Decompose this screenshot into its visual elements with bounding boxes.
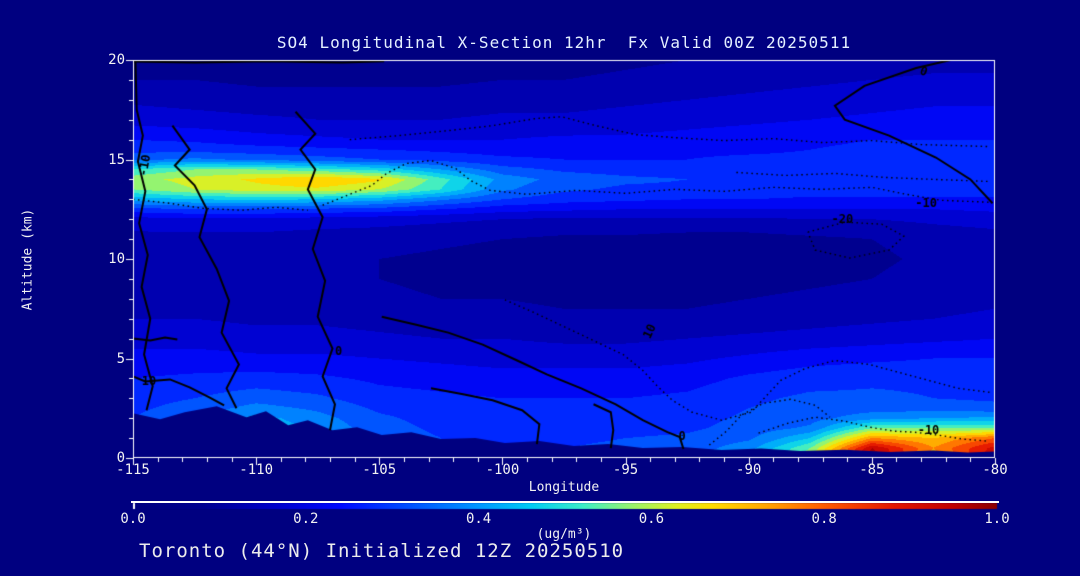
x-tick-label: -105 <box>362 462 397 478</box>
x-tick-label: -95 <box>612 462 639 478</box>
x-tick-label: -90 <box>736 462 762 478</box>
y-tick-label: 10 <box>108 251 125 267</box>
x-tick-label: -100 <box>485 462 520 478</box>
x-tick-label: -80 <box>982 462 1008 478</box>
colorbar-tick-label: 0.8 <box>811 511 837 527</box>
x-tick-label: -115 <box>116 462 150 478</box>
colorbar-tick-label: 1.0 <box>984 511 1010 527</box>
x-axis-label: Longitude <box>528 480 600 495</box>
x-tick-label: -110 <box>239 462 273 478</box>
colorbar-tick-label: 0.6 <box>638 511 665 527</box>
colorbar-tick-label: 0.0 <box>120 511 146 527</box>
y-tick-label: 20 <box>108 52 125 68</box>
colorbar-tick-label: 0.2 <box>293 511 319 527</box>
colorbar-border <box>131 501 999 503</box>
y-axis-label: Altitude (km) <box>20 208 36 311</box>
page-title: SO4 Longitudinal X-Section 12hr Fx Valid… <box>276 33 852 52</box>
y-tick-label: 0 <box>116 450 125 466</box>
y-tick-label: 5 <box>116 350 125 367</box>
x-tick-label: -85 <box>859 462 885 478</box>
colorbar-tick-label: 0.4 <box>465 511 492 527</box>
footer-caption: Toronto (44°N) Initialized 12Z 20250510 <box>139 540 625 562</box>
y-tick-label: 15 <box>108 151 125 168</box>
colorbar-unit-label: (ug/m³) <box>536 527 592 542</box>
